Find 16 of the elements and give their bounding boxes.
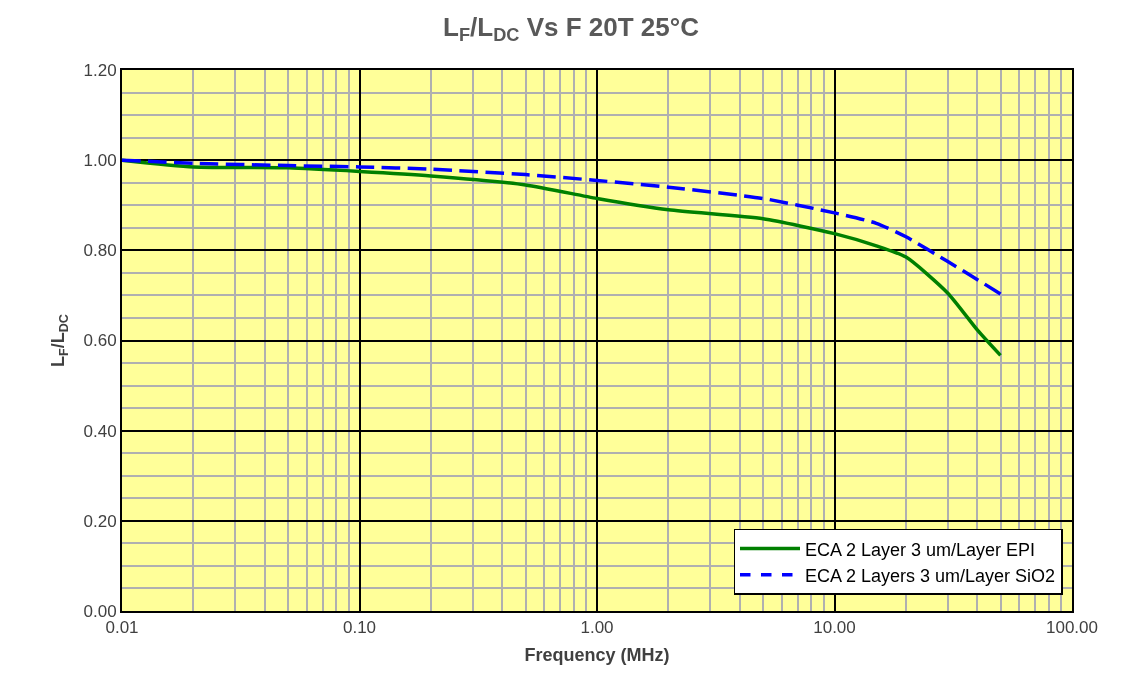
y-tick-label: 0.20 [83, 511, 117, 531]
y-tick-label: 0.40 [83, 421, 117, 441]
legend-label: ECA 2 Layer 3 um/Layer EPI [805, 539, 1036, 560]
y-tick-label: 0.80 [83, 241, 117, 261]
y-tick-label: 0.00 [83, 601, 117, 621]
y-tick-label: 0.60 [83, 331, 117, 351]
x-tick-label: 0.10 [342, 618, 377, 638]
chart-title: L$_{F}$/L$_{DC}$ Vs F 20T 25°C [443, 11, 700, 45]
x-tick-label: 100.00 [1046, 618, 1098, 638]
y-tick-label: 1.00 [83, 151, 117, 171]
y-tick-label: 1.20 [83, 60, 117, 80]
legend-label: ECA 2 Layers 3 um/Layer SiO2 [805, 565, 1056, 586]
x-axis-title: Frequency (MHz) [524, 645, 670, 665]
x-tick-label: 10.00 [813, 618, 856, 638]
x-tick-label: 1.00 [580, 618, 614, 638]
x-tick-label: 0.01 [105, 618, 139, 638]
